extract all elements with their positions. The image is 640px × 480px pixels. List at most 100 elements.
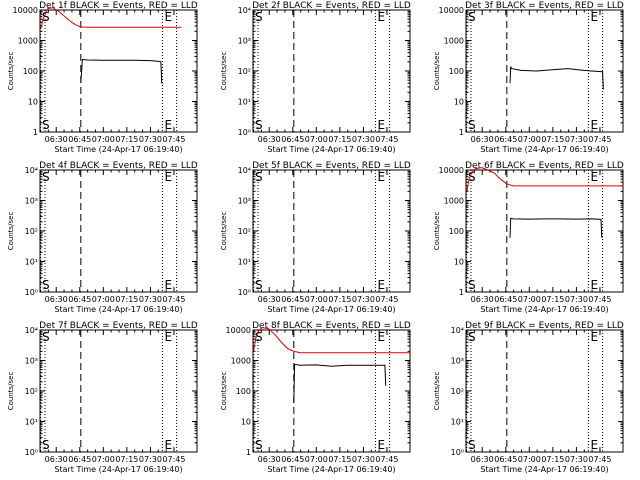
x-tick-label: 07:45 [588,295,611,304]
x-tick-label: 07:45 [162,135,185,144]
x-tick-label: 07:00 [92,135,115,144]
x-tick-label: 07:30 [352,455,375,464]
x-tick-label: 06:30 [45,455,68,464]
panel-det-2: Det 2f BLACK = Events, RED = LLD 10⁰ 10¹ 10… [220,1,411,154]
x-tick-label: 06:30 [258,455,281,464]
start-marker-label: S [468,10,476,24]
y-tick-label: 1000 [18,37,38,46]
end-marker-label: E [164,170,172,184]
plot-frame [252,329,411,453]
plot-frame [39,329,198,453]
plot-frame [465,329,624,453]
x-tick-label: 07:15 [115,455,138,464]
x-axis-label: Start Time (24-Apr-17 06:19:40) [267,305,395,314]
panel-det-1: Det 1f BLACK = Events, RED = LLD 1 10 100 10… [7,1,198,154]
x-tick-label: 07:45 [588,135,611,144]
end-marker-label: E [590,438,598,452]
panel-det-3: Det 3f BLACK = Events, RED = LLD 1 10 100 10… [433,1,624,154]
y-tick-label: 10000 [226,326,251,335]
x-tick-label: 06:30 [471,295,494,304]
x-tick-label: 07:15 [328,135,351,144]
y-tick-label: 10⁰ [451,448,464,457]
end-marker-label: E [590,10,598,24]
y-axis-label: Counts/sec [433,372,441,411]
panel-det-8: Det 8f BLACK = Events, RED = LLD 1 10 100 10… [220,321,411,474]
end-marker-label: E [590,330,598,344]
x-axis-label: Start Time (24-Apr-17 06:19:40) [54,465,182,474]
panel-det-6: Det 6f BLACK = Events, RED = LLD 1 10 100 10… [433,161,624,314]
y-axis-label: Counts/sec [7,52,15,91]
end-marker-label: E [164,278,172,292]
y-axis-label: Counts/sec [433,212,441,251]
y-tick-label: 10¹ [451,418,464,427]
x-tick-label: 06:30 [258,135,281,144]
start-marker-label: S [42,10,50,24]
y-tick-label: 10² [238,67,251,76]
x-tick-label: 07:30 [565,295,588,304]
y-tick-label: 10⁴ [238,166,251,175]
x-tick-label: 07:30 [139,295,162,304]
x-tick-label: 06:30 [258,295,281,304]
x-tick-label: 07:00 [518,455,541,464]
end-marker-label: E [164,330,172,344]
y-tick-label: 10³ [238,37,251,46]
y-tick-label: 10⁰ [25,288,38,297]
start-marker-label: S [255,118,263,132]
panel-title: Det 6f BLACK = Events, RED = LLD [465,161,624,171]
y-tick-label: 1000 [444,37,464,46]
x-tick-label: 06:45 [494,135,517,144]
x-tick-label: 07:00 [305,455,328,464]
x-tick-label: 07:00 [518,295,541,304]
x-tick-label: 07:15 [541,135,564,144]
start-marker-label: S [255,170,263,184]
panel-det-7: Det 7f BLACK = Events, RED = LLD 10⁰ 10¹ 10… [7,321,198,474]
y-tick-label: 1000 [231,357,251,366]
end-marker-label: E [377,170,385,184]
x-tick-label: 06:45 [68,135,91,144]
y-tick-label: 10² [25,387,38,396]
panel-title: Det 8f BLACK = Events, RED = LLD [252,321,411,331]
x-tick-label: 07:00 [518,135,541,144]
x-tick-label: 07:45 [162,455,185,464]
x-tick-label: 07:30 [352,295,375,304]
x-tick-label: 07:00 [92,295,115,304]
end-marker-label: E [377,330,385,344]
x-tick-label: 07:15 [115,135,138,144]
y-tick-label: 10 [28,98,38,107]
plot-frame [252,9,411,133]
start-marker-label: S [255,438,263,452]
x-tick-label: 06:30 [45,135,68,144]
y-tick-label: 100 [236,387,251,396]
start-marker-label: S [468,278,476,292]
y-tick-label: 10⁴ [238,6,251,15]
panel-title: Det 5f BLACK = Events, RED = LLD [252,161,411,171]
y-tick-label: 1000 [444,197,464,206]
events-series-line [509,66,604,90]
start-marker-label: S [42,330,50,344]
x-tick-label: 07:45 [375,295,398,304]
x-tick-label: 07:00 [92,455,115,464]
y-tick-label: 1 [459,128,464,137]
y-axis-label: Counts/sec [220,52,228,91]
x-tick-label: 06:45 [494,455,517,464]
x-tick-label: 07:30 [352,135,375,144]
end-marker-label: E [590,278,598,292]
y-tick-label: 10² [238,227,251,236]
panel-det-4: Det 4f BLACK = Events, RED = LLD 10⁰ 10¹ 10… [7,161,198,314]
panel-title: Det 1f BLACK = Events, RED = LLD [39,1,198,11]
x-tick-label: 07:45 [375,455,398,464]
x-axis-label: Start Time (24-Apr-17 06:19:40) [267,465,395,474]
end-marker-label: E [377,118,385,132]
x-tick-label: 07:15 [328,295,351,304]
x-tick-label: 07:30 [565,455,588,464]
y-tick-label: 100 [449,227,464,236]
start-marker-label: S [468,170,476,184]
start-marker-label: S [468,118,476,132]
end-marker-label: E [164,10,172,24]
panel-title: Det 4f BLACK = Events, RED = LLD [39,161,198,171]
y-tick-label: 10000 [439,166,464,175]
start-marker-label: S [42,170,50,184]
lld-series-line [253,327,410,354]
y-tick-label: 10⁰ [25,448,38,457]
start-marker-label: S [468,438,476,452]
